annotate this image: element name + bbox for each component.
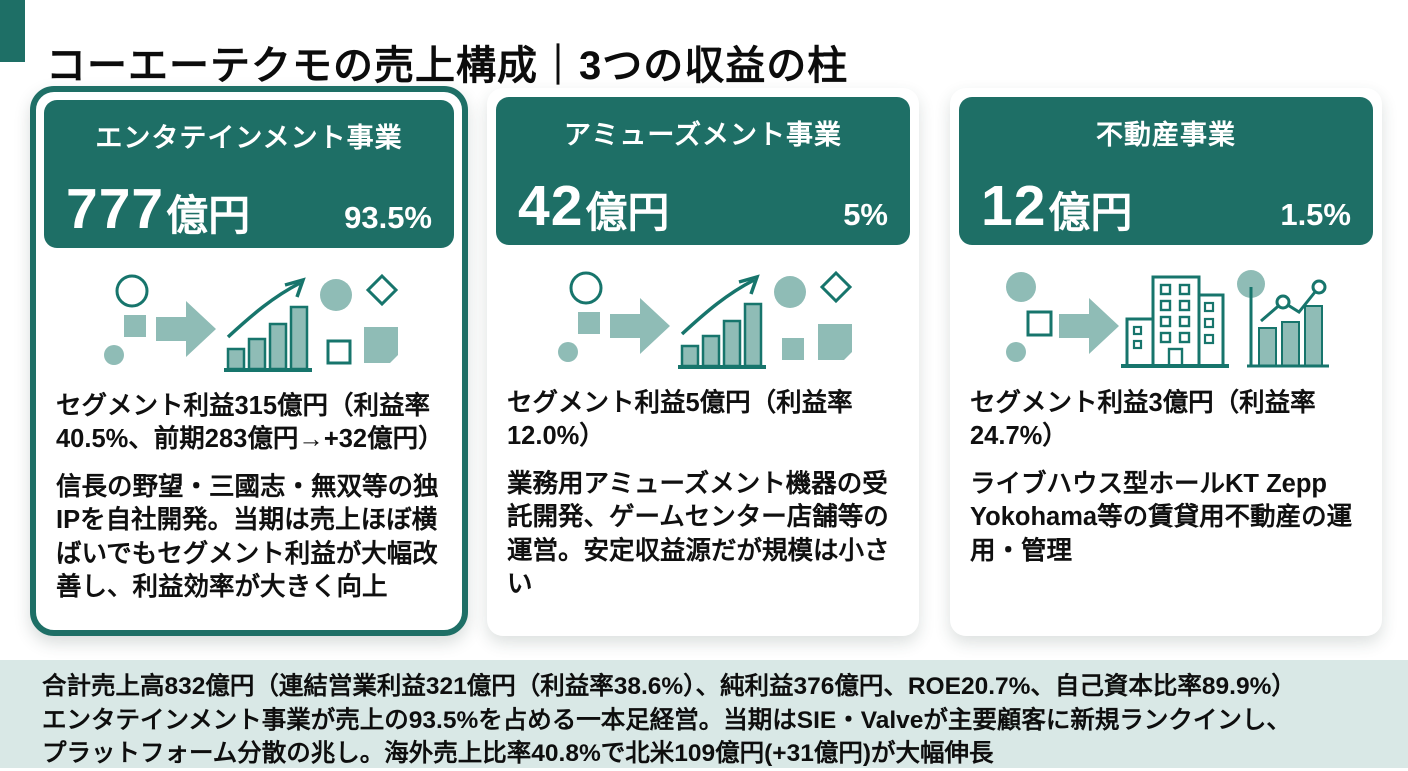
summary-line-3: プラットフォーム分散の兆し。海外売上比率40.8%で北米109億円(+31億円)…	[42, 740, 994, 768]
summary-footer: 合計売上高832億円（連結営業利益321億円（利益率38.6%）、純利益376億…	[0, 660, 1408, 768]
circle-outline-icon	[115, 274, 149, 308]
dot-fill-icon	[558, 342, 578, 362]
card-entertainment-header: エンタテインメント事業 777 億円 93.5%	[44, 100, 454, 248]
revenue-amount: 12	[981, 174, 1047, 238]
growth-bar-chart-icon	[224, 277, 312, 372]
buildings-icon	[1121, 275, 1229, 368]
circle-outline-icon	[569, 271, 603, 305]
business-description: 信長の野望・三國志・無双等の独IPを自社開発。当期は売上ほぼ横ばいでもセグメント…	[56, 473, 439, 601]
dot-fill-icon	[104, 345, 124, 365]
blob-square-icon	[364, 327, 398, 363]
diamond-outline-icon	[819, 270, 853, 304]
right-arrow-icon	[1059, 298, 1119, 354]
revenue-amount: 777	[66, 177, 165, 241]
card-amusement-header: アミューズメント事業 42 億円 5%	[496, 97, 910, 245]
square-fill-icon	[578, 312, 600, 334]
card-body: セグメント利益315億円（利益率40.5%、前期283億円→+32億円） 信長の…	[36, 386, 462, 604]
segment-profit-text: セグメント利益5億円（利益率12.0%）	[507, 389, 853, 450]
business-description: ライブハウス型ホールKT Zepp Yokohama等の賃貸用不動産の運用・管理	[970, 470, 1353, 565]
circle-fill-icon	[320, 279, 352, 311]
summary-line-1: 合計売上高832億円（連結営業利益321億円（利益率38.6%）、純利益376億…	[42, 673, 1296, 700]
icon-row	[487, 261, 919, 383]
circle-fill-icon	[1006, 272, 1036, 302]
circle-fill-icon	[774, 276, 806, 308]
segment-profit-text: セグメント利益315億円（利益率40.5%、前期283億円→+32億円）	[56, 392, 444, 453]
page-title: コーエーテクモの売上構成｜3つの収益の柱	[46, 43, 849, 88]
shapes-arrow-buildings-chart-icon	[1006, 270, 1329, 368]
square-outline-icon	[1026, 310, 1053, 337]
line-bar-chart-icon	[1237, 270, 1329, 368]
revenue-unit: 億円	[166, 191, 251, 239]
business-name: 不動産事業	[1096, 120, 1236, 150]
icon-row	[950, 261, 1382, 383]
card-real-estate-header: 不動産事業 12 億円 1.5%	[959, 97, 1373, 245]
shapes-arrow-growth-chart-icon	[104, 273, 399, 372]
right-arrow-icon	[610, 298, 670, 354]
title-accent-bar	[0, 0, 25, 62]
amount-row: 12 億円 1.5%	[981, 174, 1351, 238]
square-outline-icon	[326, 339, 352, 365]
blob-square-icon	[818, 324, 852, 360]
amount-row: 42 億円 5%	[518, 174, 888, 238]
diamond-outline-icon	[365, 273, 399, 307]
card-real-estate: 不動産事業 12 億円 1.5%	[950, 88, 1382, 636]
revenue-unit: 億円	[1048, 188, 1133, 236]
revenue-amount: 42	[518, 174, 584, 238]
segment-profit-text: セグメント利益3億円（利益率24.7%）	[970, 389, 1316, 450]
square-fill-icon	[124, 315, 146, 337]
card-body: セグメント利益5億円（利益率12.0%） 業務用アミューズメント機器の受託開発、…	[487, 383, 919, 601]
revenue-unit: 億円	[585, 188, 670, 236]
shapes-arrow-growth-chart-icon	[558, 270, 853, 369]
business-name: アミューズメント事業	[563, 120, 843, 150]
dot-fill-icon	[1006, 342, 1026, 362]
icon-row	[36, 264, 462, 386]
growth-bar-chart-icon	[678, 274, 766, 369]
revenue-share: 93.5%	[344, 200, 432, 236]
revenue-share: 1.5%	[1280, 197, 1351, 233]
business-description: 業務用アミューズメント機器の受託開発、ゲームセンター店舗等の運営。安定収益源だが…	[507, 470, 890, 598]
revenue-share: 5%	[843, 197, 888, 233]
amount-row: 777 億円 93.5%	[66, 177, 432, 241]
right-arrow-icon	[156, 301, 216, 357]
business-name: エンタテインメント事業	[95, 123, 403, 153]
summary-line-2: エンタテインメント事業が売上の93.5%を占める一本足経営。当期はSIE・Val…	[42, 706, 1291, 734]
card-amusement: アミューズメント事業 42 億円 5%	[487, 88, 919, 636]
card-body: セグメント利益3億円（利益率24.7%） ライブハウス型ホールKT Zepp Y…	[950, 383, 1382, 568]
square-fill-small-icon	[782, 338, 804, 360]
card-entertainment: エンタテインメント事業 777 億円 93.5%	[30, 86, 468, 636]
